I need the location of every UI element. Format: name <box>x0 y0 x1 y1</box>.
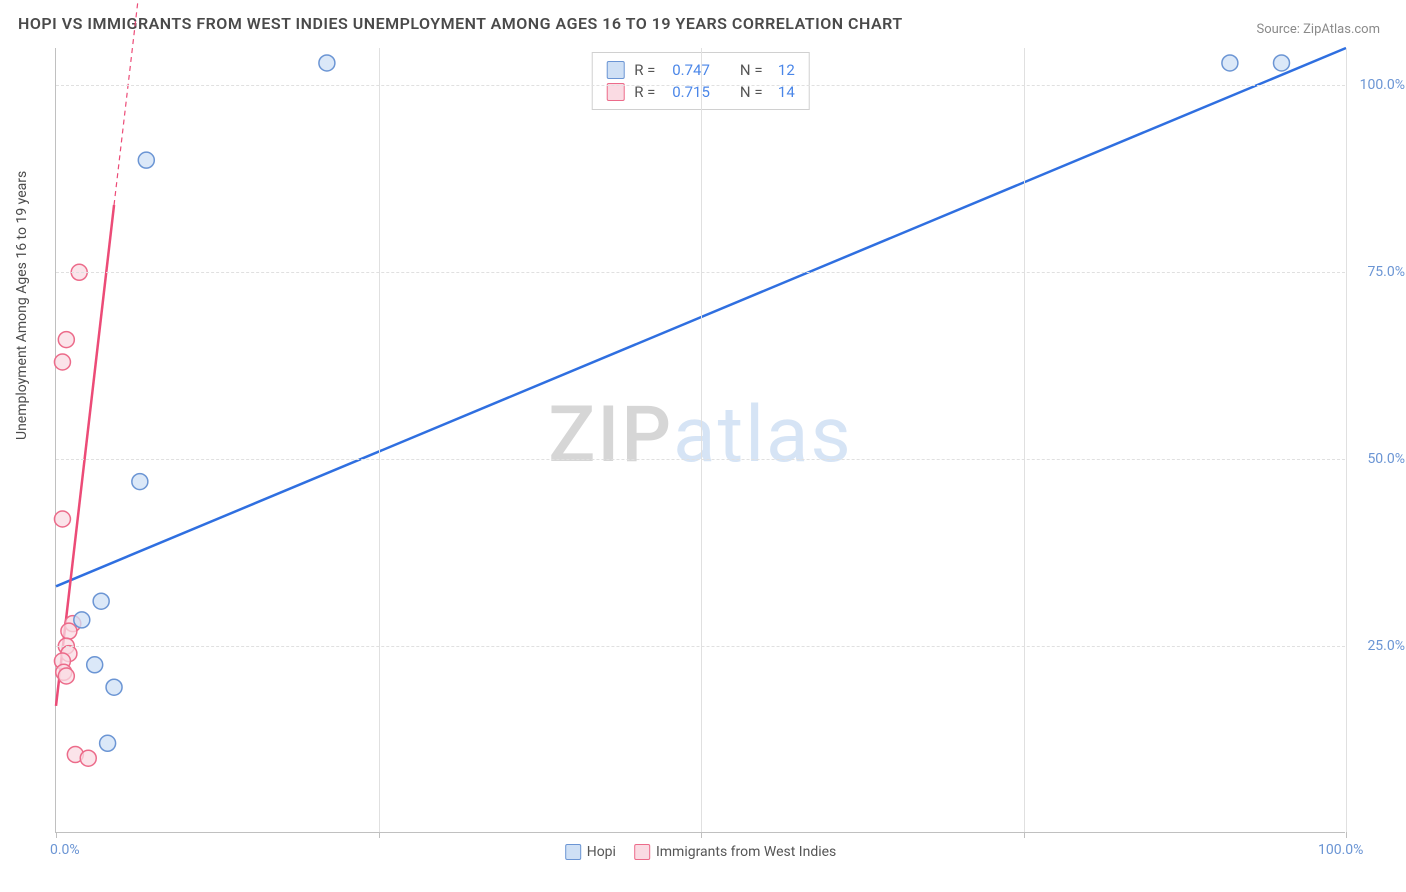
point-hopi <box>319 55 335 71</box>
gridline-vertical <box>701 48 702 832</box>
legend-label-hopi: Hopi <box>587 844 616 860</box>
y-tick-label: 75.0% <box>1367 264 1405 280</box>
x-tick <box>1346 832 1347 838</box>
legend-n-hopi: 12 <box>778 61 795 79</box>
gridline-vertical <box>1346 48 1347 832</box>
legend-r-hopi: 0.747 <box>672 61 710 79</box>
y-tick-label: 100.0% <box>1360 77 1405 93</box>
legend-swatch-hopi <box>565 844 581 860</box>
point-westindies <box>58 332 74 348</box>
point-hopi <box>87 657 103 673</box>
x-tick <box>1024 832 1025 838</box>
point-hopi <box>100 735 116 751</box>
point-hopi <box>93 593 109 609</box>
point-hopi <box>138 152 154 168</box>
point-westindies <box>54 511 70 527</box>
point-hopi <box>132 474 148 490</box>
gridline-vertical <box>379 48 380 832</box>
chart-plot-area: ZIPatlas R = 0.747 N = 12 R = 0.715 N = … <box>55 48 1345 833</box>
x-tick-label: 100.0% <box>1318 842 1363 858</box>
y-tick-label: 25.0% <box>1367 638 1405 654</box>
x-tick <box>701 832 702 838</box>
legend-r-label: R = <box>634 61 662 79</box>
point-hopi <box>1222 55 1238 71</box>
legend-series: Hopi Immigrants from West Indies <box>565 844 837 860</box>
legend-swatch-hopi <box>606 61 624 79</box>
y-tick-label: 50.0% <box>1367 451 1405 467</box>
chart-title: HOPI VS IMMIGRANTS FROM WEST INDIES UNEM… <box>18 14 903 33</box>
legend-item-hopi: Hopi <box>565 844 616 860</box>
legend-item-westindies: Immigrants from West Indies <box>634 844 836 860</box>
legend-n-label: N = <box>740 61 768 79</box>
point-hopi <box>106 679 122 695</box>
x-tick <box>56 832 57 838</box>
x-tick <box>379 832 380 838</box>
legend-label-westindies: Immigrants from West Indies <box>656 844 836 860</box>
point-westindies <box>80 750 96 766</box>
point-hopi <box>1274 55 1290 71</box>
point-westindies <box>61 623 77 639</box>
point-westindies <box>54 354 70 370</box>
legend-swatch-westindies <box>634 844 650 860</box>
x-tick-label: 0.0% <box>50 842 80 858</box>
y-axis-label: Unemployment Among Ages 16 to 19 years <box>14 171 30 440</box>
point-hopi <box>74 612 90 628</box>
gridline-vertical <box>1024 48 1025 832</box>
point-westindies <box>58 668 74 684</box>
chart-source: Source: ZipAtlas.com <box>1256 22 1380 37</box>
